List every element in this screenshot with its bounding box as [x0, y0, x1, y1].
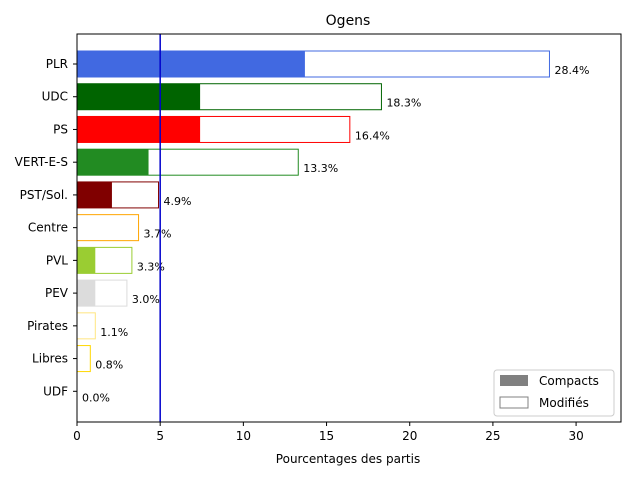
- legend-swatch-modifies: [499, 396, 529, 409]
- y-tick-label-pvl: PVL: [46, 253, 68, 267]
- bar-modifies-libres: [76, 345, 91, 373]
- y-tick-label-vert-e-s: VERT-E-S: [15, 155, 68, 169]
- x-tick-label-20: 20: [402, 429, 417, 443]
- y-tick-label-pirates: Pirates: [27, 319, 68, 333]
- data-label-udf: 0.0%: [82, 391, 110, 404]
- data-label-pev: 3.0%: [132, 293, 160, 306]
- y-tick-label-libres: Libres: [32, 352, 68, 366]
- y-tick-label-pst-sol: PST/Sol.: [20, 188, 68, 202]
- legend-swatch-compacts: [500, 375, 528, 386]
- data-label-centre: 3.7%: [144, 228, 172, 241]
- legend: Compacts Modifiés: [493, 369, 615, 417]
- x-tick-label-15: 15: [319, 429, 334, 443]
- chart-title: Ogens: [326, 13, 371, 29]
- axes-layer: PLR UDC PS VERT-E-S PST/Sol. Centre PVL PEV Pira…: [15, 57, 584, 443]
- bar-compacts-pvl: [77, 247, 96, 274]
- y-tick-label-pev: PEV: [45, 286, 69, 300]
- data-label-pst-sol: 4.9%: [164, 195, 192, 208]
- bar-compacts-ps: [77, 116, 201, 143]
- x-tick-label-25: 25: [485, 429, 500, 443]
- bar-compacts-plr: [77, 51, 305, 77]
- data-label-ps: 16.4%: [355, 129, 390, 142]
- bar-modifies-pirates: [76, 312, 96, 340]
- bar-compacts-udc: [77, 83, 201, 110]
- data-label-vert-e-s: 13.3%: [303, 162, 338, 175]
- x-tick-label-30: 30: [568, 429, 583, 443]
- data-label-udc: 18.3%: [386, 97, 421, 110]
- data-label-pirates: 1.1%: [100, 326, 128, 339]
- bar-compacts-pev: [77, 280, 96, 307]
- x-axis-label: Pourcentages des partis: [276, 452, 420, 466]
- legend-label-modifies: Modifiés: [539, 396, 589, 410]
- legend-label-compacts: Compacts: [539, 374, 599, 388]
- data-label-plr: 28.4%: [554, 64, 589, 77]
- data-label-pvl: 3.3%: [137, 260, 165, 273]
- y-tick-label-udc: UDC: [42, 90, 68, 104]
- bar-compacts-vert-e-s: [77, 149, 149, 176]
- x-tick-label-10: 10: [236, 429, 251, 443]
- y-tick-label-centre: Centre: [28, 221, 68, 235]
- bars-layer: 28.4% 18.3% 16.4% 13.3% 4.9% 3.7% 3.3% 3.0% 1.1%…: [76, 50, 589, 404]
- x-tick-label-5: 5: [156, 429, 164, 443]
- y-tick-label-ps: PS: [53, 122, 68, 136]
- y-tick-label-plr: PLR: [46, 57, 68, 71]
- y-tick-label-udf: UDF: [43, 384, 68, 398]
- bar-compacts-pst-sol: [77, 181, 112, 208]
- data-label-libres: 0.8%: [95, 359, 123, 372]
- bar-modifies-centre: [76, 214, 140, 242]
- x-tick-label-0: 0: [73, 429, 81, 443]
